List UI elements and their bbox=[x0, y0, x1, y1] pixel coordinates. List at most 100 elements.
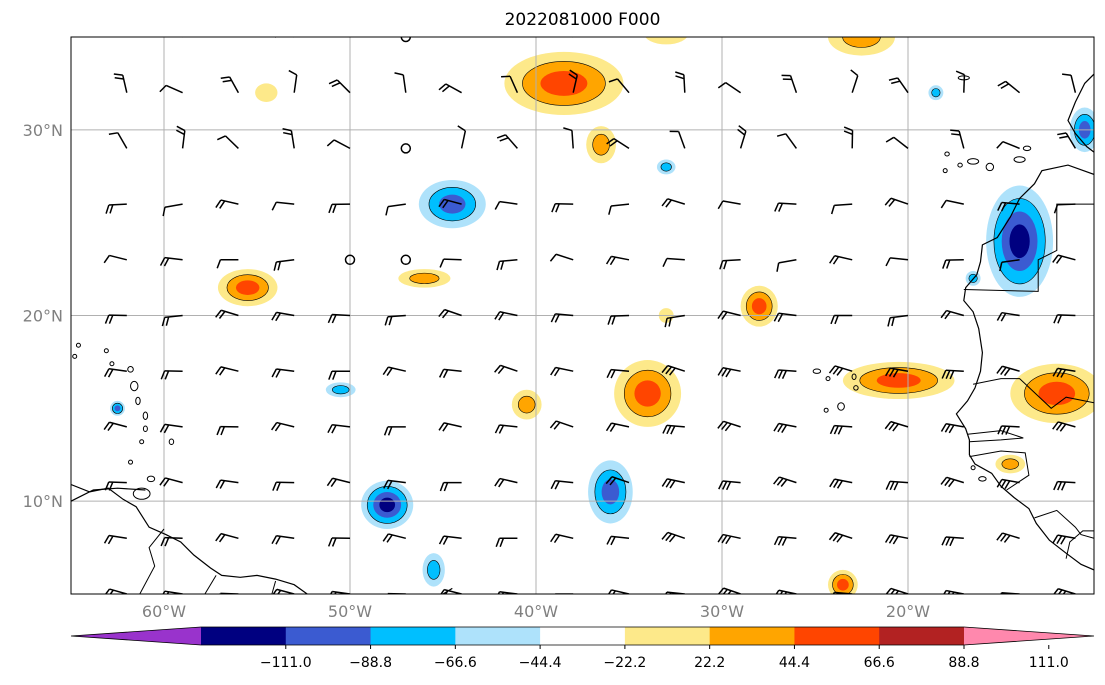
wind-barb bbox=[776, 259, 797, 272]
wind-barb bbox=[996, 365, 1020, 377]
barb-feather bbox=[891, 317, 895, 327]
contour-band bbox=[601, 479, 620, 505]
barb-feather bbox=[884, 534, 891, 543]
wind-barb bbox=[717, 367, 741, 378]
wind-barb bbox=[737, 125, 747, 149]
barb-feather bbox=[885, 481, 891, 490]
barb-feather bbox=[610, 536, 616, 546]
barb-feather bbox=[778, 203, 784, 212]
contour-band bbox=[1038, 381, 1076, 406]
barb-feather bbox=[49, 81, 57, 85]
barb-feather bbox=[328, 370, 333, 380]
island bbox=[75, 342, 81, 348]
barb-staff bbox=[1002, 532, 1020, 540]
barb-feather bbox=[888, 199, 896, 207]
barb-staff bbox=[789, 75, 798, 93]
barb-feather bbox=[442, 369, 449, 379]
wind-barb bbox=[719, 259, 741, 270]
wind-barb bbox=[550, 533, 574, 544]
barb-feather bbox=[727, 590, 732, 594]
wind-barb bbox=[216, 425, 239, 436]
barb-feather bbox=[775, 589, 780, 594]
barb-feather bbox=[327, 424, 333, 434]
barb-feather bbox=[103, 421, 111, 430]
wind-barb bbox=[383, 426, 406, 436]
barb-feather bbox=[948, 424, 955, 434]
wind-barb bbox=[382, 366, 406, 376]
wind-barb bbox=[717, 82, 742, 94]
barb-feather bbox=[961, 18, 968, 24]
country-border bbox=[204, 575, 217, 594]
wind-barb bbox=[1053, 314, 1076, 324]
wind-barb bbox=[568, 69, 578, 93]
barb-staff bbox=[722, 367, 741, 372]
barb-feather bbox=[661, 478, 668, 487]
barb-feather bbox=[893, 481, 899, 491]
barb-staff bbox=[572, 74, 578, 93]
contour-band bbox=[331, 385, 350, 395]
wind-barb bbox=[884, 197, 909, 207]
barb-feather bbox=[442, 423, 449, 432]
barb-staff bbox=[897, 77, 909, 94]
barb-feather bbox=[444, 590, 449, 594]
colorbar-outline bbox=[70, 626, 1095, 646]
barb-feather bbox=[1053, 314, 1059, 324]
barb-feather bbox=[773, 536, 780, 546]
wind-barb bbox=[850, 69, 859, 93]
wind-barb bbox=[494, 424, 518, 434]
barb-staff bbox=[220, 199, 239, 205]
barb-feather bbox=[1068, 15, 1076, 19]
wind-barb bbox=[997, 201, 1020, 212]
barb-feather bbox=[554, 313, 560, 323]
barb-staff bbox=[723, 587, 741, 594]
island bbox=[72, 353, 78, 359]
wind-barb bbox=[216, 259, 239, 269]
barb-feather bbox=[836, 480, 843, 489]
barb-feather bbox=[52, 368, 57, 375]
wind-barb bbox=[175, 125, 186, 149]
barb-staff bbox=[108, 367, 127, 372]
barb-feather bbox=[442, 536, 449, 545]
barb-feather bbox=[288, 69, 298, 76]
barb-feather bbox=[164, 537, 170, 547]
barb-feather bbox=[276, 482, 281, 491]
barb-staff bbox=[785, 133, 798, 149]
barb-feather bbox=[159, 257, 166, 266]
wind-barb bbox=[828, 532, 853, 543]
barb-feather bbox=[326, 139, 335, 147]
island bbox=[970, 465, 976, 471]
barb-feather bbox=[334, 591, 337, 594]
barb-staff bbox=[164, 314, 183, 319]
wind-barb bbox=[717, 200, 741, 210]
barb-feather bbox=[670, 425, 676, 435]
map-title: 2022081000 F000 bbox=[504, 10, 661, 30]
barb-feather bbox=[271, 311, 278, 321]
barb-staff bbox=[945, 369, 964, 372]
wind-barb bbox=[288, 69, 298, 93]
barb-feather bbox=[333, 21, 342, 22]
barb-feather bbox=[1001, 202, 1007, 212]
barb-feather bbox=[499, 538, 505, 547]
barb-feather bbox=[717, 200, 724, 210]
barb-feather bbox=[215, 533, 222, 542]
wind-barb bbox=[438, 308, 462, 319]
barb-feather bbox=[272, 588, 278, 594]
barb-staff bbox=[611, 255, 630, 261]
barb-feather bbox=[888, 535, 895, 544]
wind-barb bbox=[1057, 132, 1077, 149]
barb-staff bbox=[499, 477, 518, 484]
island bbox=[109, 361, 115, 367]
barb-feather bbox=[107, 422, 114, 432]
wind-barb bbox=[605, 422, 630, 432]
wind-barb bbox=[606, 137, 630, 150]
wind-barb bbox=[955, 70, 966, 93]
barb-staff bbox=[71, 147, 72, 149]
graticule bbox=[71, 37, 1094, 594]
wind-barb bbox=[661, 198, 686, 208]
contour-band bbox=[751, 298, 767, 315]
barb-feather bbox=[1057, 589, 1063, 594]
barb-feather bbox=[103, 368, 110, 377]
barb-staff bbox=[555, 366, 574, 372]
barb-feather bbox=[382, 366, 389, 376]
island bbox=[1022, 145, 1032, 152]
